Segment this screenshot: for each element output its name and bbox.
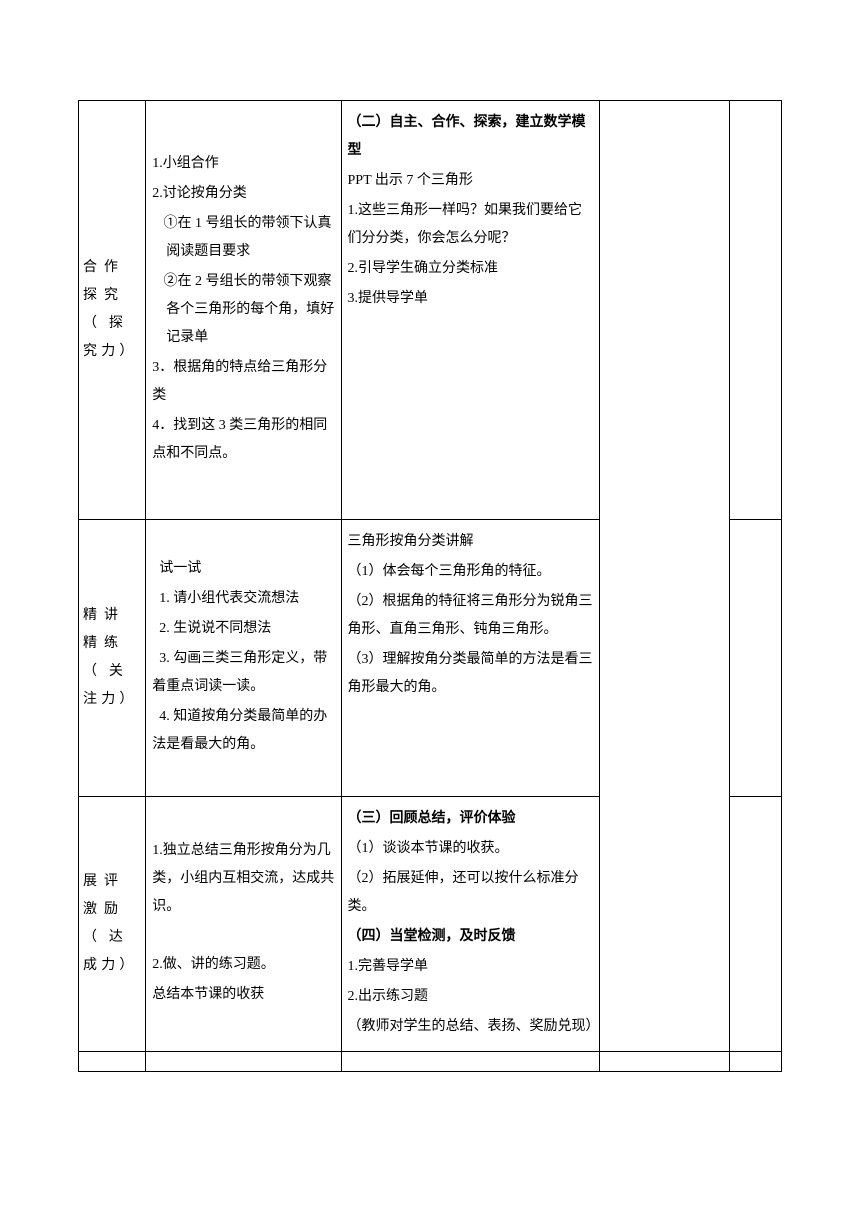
table-row: 合作 探究 （ 探 究力） 1.小组合作 2.讨论按角分类 ①在 1 号组长的带…	[79, 101, 782, 520]
stage-label-3: 展评 激励 （ 达 成力）	[79, 797, 146, 1052]
activity-item: 1.小组合作	[152, 150, 334, 178]
teacher-activities-3: （三）回顾总结，评价体验 （1）谈谈本节课的收获。 （2）拓展延伸，还可以按什么…	[341, 797, 599, 1052]
extra-column-2	[729, 797, 781, 1052]
label-text: 精讲	[83, 602, 141, 630]
empty-cell	[341, 1052, 599, 1072]
label-text: （ 达 成力）	[83, 924, 141, 980]
activity-item: ②在 2 号组长的带领下观察各个三角形的每个角，填好记录单	[152, 268, 334, 352]
teacher-item: （2）根据角的特征将三角形分为锐角三角形、直角三角形、钝角三角形。	[348, 588, 593, 644]
stage-label-1: 合作 探究 （ 探 究力）	[79, 101, 146, 520]
empty-cell	[729, 1052, 781, 1072]
extra-column-2	[729, 101, 781, 520]
activity-item: 2. 生说说不同想法	[152, 615, 334, 643]
teacher-item: 三角形按角分类讲解	[348, 528, 593, 556]
label-text: 探究	[83, 282, 141, 310]
activity-item: 1.独立总结三角形按角分为几类，小组内互相交流，达成共识。	[152, 837, 334, 921]
empty-cell	[79, 1052, 146, 1072]
teacher-item: （1）体会每个三角形角的特征。	[348, 558, 593, 586]
section-title: （二）自主、合作、探索，建立数学模型	[348, 109, 593, 165]
student-activities-3: 1.独立总结三角形按角分为几类，小组内互相交流，达成共识。 2.做、讲的练习题。…	[146, 797, 341, 1052]
student-activities-2: 试一试 1. 请小组代表交流想法 2. 生说说不同想法 3. 勾画三类三角形定义…	[146, 520, 341, 797]
activity-item: 3．根据角的特点给三角形分类	[152, 354, 334, 410]
activity-item: ①在 1 号组长的带领下认真阅读题目要求	[152, 210, 334, 266]
empty-cell	[146, 1052, 341, 1072]
empty-cell	[599, 1052, 729, 1072]
teacher-item: PPT 出示 7 个三角形	[348, 167, 593, 195]
teacher-activities-1: （二）自主、合作、探索，建立数学模型 PPT 出示 7 个三角形 1.这些三角形…	[341, 101, 599, 520]
label-text: （ 关 注力）	[83, 658, 141, 714]
stage-label-2: 精讲 精练 （ 关 注力）	[79, 520, 146, 797]
teacher-item: 2.引导学生确立分类标准	[348, 255, 593, 283]
label-text: 展评	[83, 868, 141, 896]
activity-item: 4．找到这 3 类三角形的相同点和不同点。	[152, 412, 334, 468]
teacher-item: （1）谈谈本节课的收获。	[348, 835, 593, 863]
teacher-item: （3）理解按角分类最简单的方法是看三角形最大的角。	[348, 646, 593, 702]
extra-column-1	[599, 101, 729, 1052]
label-text: 激励	[83, 896, 141, 924]
teacher-item: （2）拓展延伸，还可以按什么标准分类。	[348, 865, 593, 921]
teacher-item: 1.这些三角形一样吗？如果我们要给它们分分类，你会怎么分呢？	[348, 197, 593, 253]
activity-item: 试一试	[152, 555, 334, 583]
teacher-activities-2: 三角形按角分类讲解 （1）体会每个三角形角的特征。 （2）根据角的特征将三角形分…	[341, 520, 599, 797]
teacher-item: 3.提供导学单	[348, 285, 593, 313]
section-title: （四）当堂检测，及时反馈	[348, 923, 593, 951]
activity-item: 1. 请小组代表交流想法	[152, 585, 334, 613]
label-text: （ 探 究力）	[83, 310, 141, 366]
section-title: （三）回顾总结，评价体验	[348, 805, 593, 833]
teacher-item: （教师对学生的总结、表扬、奖励兑现）	[348, 1013, 593, 1041]
teacher-item: 1.完善导学单	[348, 953, 593, 981]
activity-item: 2.做、讲的练习题。	[152, 951, 334, 979]
label-text: 合作	[83, 254, 141, 282]
extra-column-2	[729, 520, 781, 797]
lesson-plan-table: 合作 探究 （ 探 究力） 1.小组合作 2.讨论按角分类 ①在 1 号组长的带…	[78, 100, 782, 1072]
activity-item: 3. 勾画三类三角形定义，带着重点词读一读。	[152, 645, 334, 701]
student-activities-1: 1.小组合作 2.讨论按角分类 ①在 1 号组长的带领下认真阅读题目要求 ②在 …	[146, 101, 341, 520]
activity-item: 2.讨论按角分类	[152, 180, 334, 208]
table-row	[79, 1052, 782, 1072]
activity-item: 4. 知道按角分类最简单的办法是看最大的角。	[152, 703, 334, 759]
label-text: 精练	[83, 630, 141, 658]
teacher-item: 2.出示练习题	[348, 983, 593, 1011]
activity-item: 总结本节课的收获	[152, 981, 334, 1009]
